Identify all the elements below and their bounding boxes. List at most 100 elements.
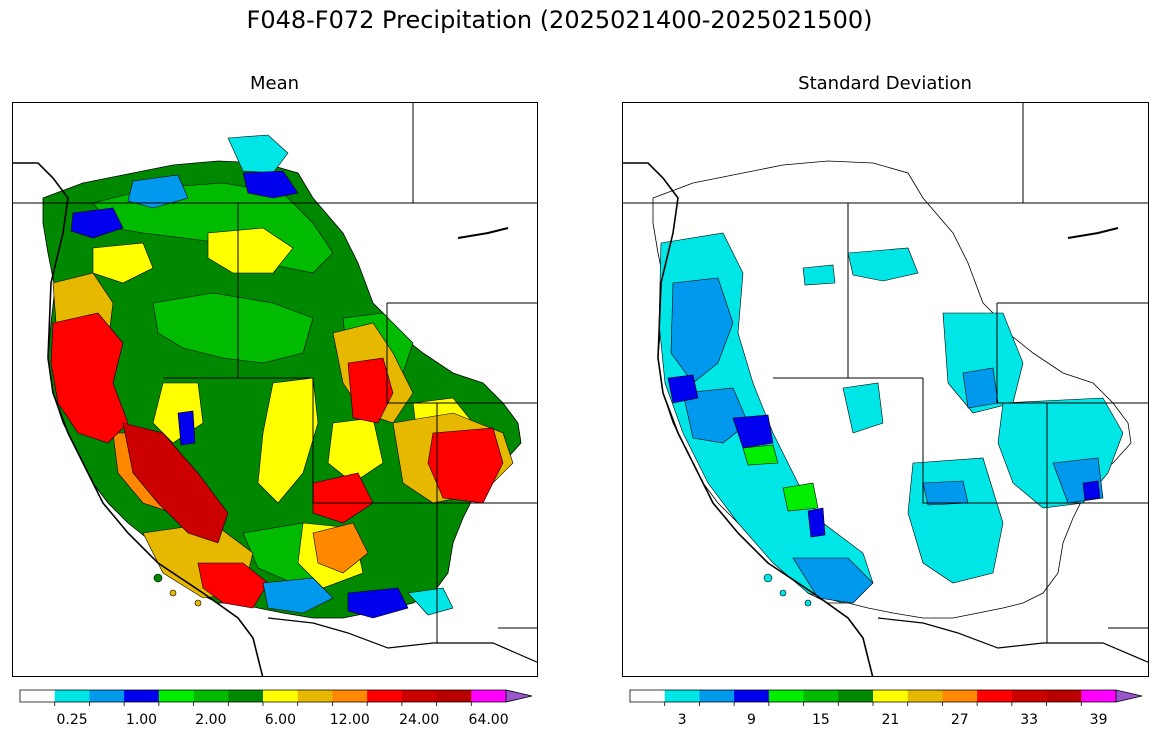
mean-colorbar-segment [89,690,125,702]
std-colorbar-segment [664,690,700,702]
mean-region-central-green [152,292,314,364]
mean-map [12,102,538,677]
std-region-blue-sierra [732,414,774,449]
mean-region-blue-north [242,170,299,199]
std-colorbar-segment [942,690,978,702]
std-colorbar-segment [734,690,770,702]
std-colorbar-segment [907,690,943,702]
mean-map-canvas [13,103,537,676]
std-lake-shore [1067,227,1119,239]
std-region-ltblue-nca [682,387,749,444]
std-region-cyan-nv [842,382,884,434]
mean-colorbar-segment [20,690,56,702]
std-map-canvas [623,103,1148,676]
mean-region-cyan-north [227,134,289,174]
mean-colorbar-segment [436,690,472,702]
std-colorbar-tick-label: 39 [1089,712,1108,728]
std-coastline [623,162,874,676]
mean-colorbar-extend-arrow [505,689,533,703]
mean-region-yellow-1 [207,227,294,274]
std-colorbar-tick-label: 27 [950,712,969,728]
mean-colorbar-segment [158,690,195,702]
std-region-green-sierra-2 [782,482,819,512]
std-map [622,102,1149,677]
mean-panel-title: Mean [249,73,300,94]
mean-colorbar-tick-label: 1.00 [125,712,158,728]
std-colorbar-segment [630,690,666,702]
std-colorbar-tick-label: 15 [811,712,830,728]
std-region-ltblue-socal [792,557,874,604]
mean-colorbar-segment [367,690,403,702]
std-region-cyan-north [847,247,919,282]
mean-colorbar-segment [263,690,299,702]
mean-colorbar-segment [401,690,438,702]
mean-region-red-coast [50,312,129,444]
mean-region-yellow-2 [92,242,154,284]
std-region-ltblue-coast [670,277,734,384]
std-state-borders [623,103,1148,644]
mean-colorbar-segment [54,690,90,702]
mean-colorbar-segment [193,690,229,702]
std-region-blue-nca [667,374,699,404]
mean-colorbar-svg [19,689,533,706]
mean-colorbar-segment [228,690,264,702]
mean-island-1 [153,573,163,583]
std-region-ltblue-utah [962,367,999,409]
mean-region-ltblue-south [262,577,334,614]
mean-colorbar-tick-label: 2.00 [195,712,227,728]
mean-colorbar-tick-label: 64.00 [468,712,509,728]
std-panel-title: Standard Deviation [798,73,972,94]
mean-region-blue-central [177,410,196,446]
mean-region-red-az [312,472,374,524]
mean-region-blue-south [347,587,409,619]
mean-mexico-border [267,617,537,663]
mean-region-yellow-3 [257,377,319,504]
std-mexico-border [877,617,1148,663]
std-region-blue-co [1082,480,1101,501]
std-colorbar-tick-label: 9 [747,712,756,728]
mean-region-orange-2 [312,522,369,574]
std-island-3 [804,599,812,607]
std-region-blue-sierra-2 [807,507,826,538]
figure-title: F048-F072 Precipitation (2025021400-2025… [246,6,873,34]
mean-state-borders [13,103,537,644]
std-island-2 [779,589,787,597]
std-region-cyan-ne [802,264,836,286]
std-colorbar-segment [803,690,839,702]
std-colorbar-tick-label: 21 [881,712,900,728]
std-colorbar [629,689,1143,706]
mean-colorbar-tick-label: 12.00 [329,712,370,728]
std-colorbar-extend-arrow [1115,689,1143,703]
mean-lake-shore [457,227,509,239]
mean-colorbar-segment [297,690,333,702]
mean-region-red-utah [347,357,394,424]
std-island-1 [763,573,773,583]
std-colorbar-segment [1081,690,1117,702]
std-colorbar-segment [1011,690,1048,702]
mean-coastline [13,162,264,676]
mean-island-2 [169,589,177,597]
mean-colorbar-segment [332,690,368,702]
std-colorbar-segment [768,690,805,702]
mean-colorbar-tick-label: 6.00 [264,712,296,728]
mean-region-blue-nw [70,207,124,239]
mean-region-red-socal [197,562,269,609]
std-colorbar-svg [629,689,1143,706]
std-colorbar-tick-label: 3 [677,712,687,728]
mean-colorbar [19,689,533,706]
mean-colorbar-segment [124,690,160,702]
mean-colorbar-tick-label: 24.00 [399,712,440,728]
std-colorbar-tick-label: 33 [1020,712,1039,728]
std-colorbar-segment [1046,690,1082,702]
std-colorbar-segment [977,690,1013,702]
mean-region-cyan-south [407,587,454,616]
std-colorbar-segment [873,690,909,702]
std-colorbar-segment [699,690,735,702]
std-region-ltblue-az [922,480,969,506]
mean-region-red-sierra [122,422,229,544]
mean-island-3 [194,599,202,607]
mean-colorbar-tick-label: 0.25 [56,712,88,728]
mean-colorbar-segment [471,690,507,702]
std-colorbar-segment [838,690,874,702]
std-region-green-sierra [742,444,779,466]
